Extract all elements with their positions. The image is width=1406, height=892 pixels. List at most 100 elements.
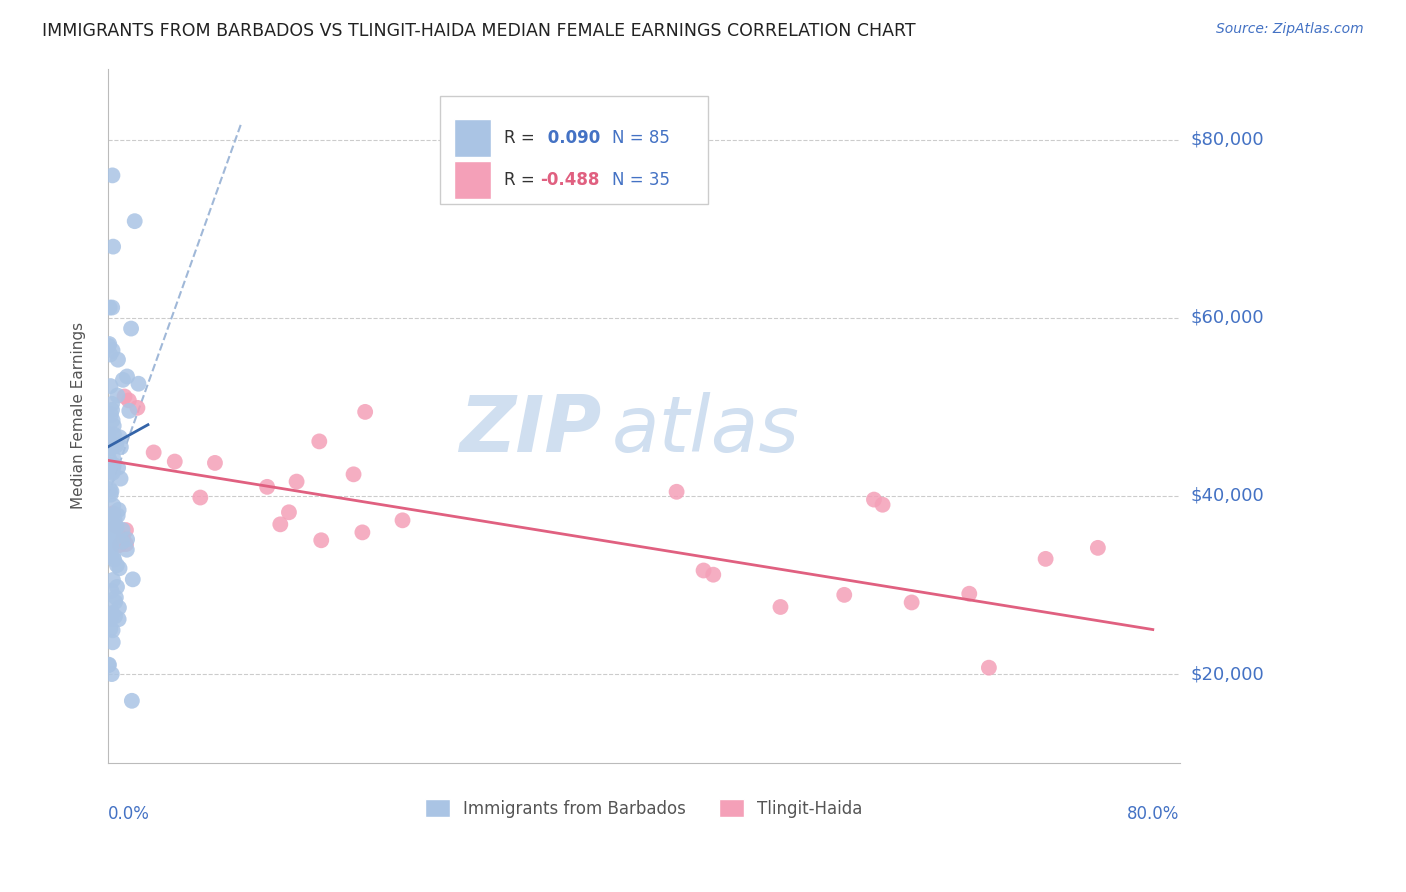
Point: [100, 548, 122, 562]
Text: ZIP: ZIP: [458, 392, 600, 467]
Point: [101, 169, 124, 183]
Point: [115, 537, 138, 551]
Point: [107, 503, 129, 517]
Point: [107, 508, 129, 523]
Point: [111, 523, 134, 537]
Point: [101, 466, 124, 480]
Point: [100, 441, 122, 455]
Point: [98, 544, 121, 558]
Point: [110, 472, 132, 486]
Point: [105, 388, 128, 402]
Point: [97, 657, 120, 672]
Point: [98, 622, 121, 636]
Text: N = 35: N = 35: [612, 170, 669, 188]
Point: [101, 624, 124, 638]
Point: [100, 524, 122, 539]
Point: [163, 454, 186, 468]
Point: [97, 658, 120, 673]
Point: [103, 508, 125, 522]
Point: [98, 301, 121, 315]
Point: [118, 393, 141, 408]
Point: [115, 369, 138, 384]
Point: [98, 520, 121, 534]
Text: R =: R =: [505, 170, 540, 188]
Point: [103, 427, 125, 442]
Point: [100, 488, 122, 502]
Point: [98, 347, 121, 361]
FancyBboxPatch shape: [440, 96, 709, 204]
Point: [97, 469, 120, 483]
Point: [352, 525, 374, 540]
Point: [391, 513, 413, 527]
Point: [957, 587, 980, 601]
Point: [107, 460, 129, 475]
Point: [100, 408, 122, 422]
Point: [115, 533, 138, 547]
Point: [104, 591, 127, 605]
Text: R =: R =: [505, 129, 540, 147]
Point: [103, 524, 125, 538]
Point: [769, 599, 792, 614]
Text: 0.090: 0.090: [541, 129, 600, 147]
FancyBboxPatch shape: [454, 119, 492, 157]
Point: [103, 552, 125, 566]
Text: 80.0%: 80.0%: [1128, 805, 1180, 822]
Point: [121, 694, 143, 708]
Point: [900, 595, 922, 609]
Point: [127, 401, 149, 415]
Point: [107, 612, 129, 626]
Point: [342, 467, 364, 482]
Point: [101, 635, 124, 649]
Point: [101, 667, 124, 681]
Point: [103, 506, 125, 520]
Point: [100, 484, 122, 499]
Point: [103, 499, 125, 513]
Point: [103, 418, 125, 433]
Point: [112, 532, 135, 546]
Point: [108, 538, 131, 552]
Point: [107, 352, 129, 367]
Point: [101, 606, 124, 620]
Text: 0.0%: 0.0%: [108, 805, 149, 822]
Text: $40,000: $40,000: [1191, 487, 1264, 505]
Point: [204, 456, 226, 470]
Text: N = 85: N = 85: [612, 129, 669, 147]
Point: [105, 520, 128, 534]
Point: [285, 475, 308, 489]
Point: [98, 337, 121, 351]
Text: $20,000: $20,000: [1191, 665, 1264, 683]
Point: [100, 540, 122, 554]
Point: [101, 301, 124, 315]
Point: [108, 600, 131, 615]
FancyBboxPatch shape: [454, 161, 492, 199]
Point: [101, 533, 124, 547]
Point: [97, 451, 120, 466]
Point: [101, 413, 124, 427]
Point: [354, 405, 377, 419]
Point: [104, 609, 127, 624]
Text: IMMIGRANTS FROM BARBADOS VS TLINGIT-HAIDA MEDIAN FEMALE EARNINGS CORRELATION CHA: IMMIGRANTS FROM BARBADOS VS TLINGIT-HAID…: [42, 22, 915, 40]
Point: [269, 517, 291, 532]
Point: [309, 533, 332, 548]
Point: [101, 573, 124, 587]
Point: [104, 595, 127, 609]
Point: [1087, 541, 1109, 555]
Point: [100, 541, 122, 556]
Point: [702, 567, 724, 582]
Text: atlas: atlas: [612, 392, 800, 467]
Point: [101, 402, 124, 417]
Point: [108, 561, 131, 575]
Text: Source: ZipAtlas.com: Source: ZipAtlas.com: [1216, 22, 1364, 37]
Point: [103, 458, 125, 472]
Point: [111, 534, 134, 549]
Point: [118, 404, 141, 418]
Point: [665, 484, 688, 499]
Legend: Immigrants from Barbados, Tlingit-Haida: Immigrants from Barbados, Tlingit-Haida: [418, 793, 869, 824]
Point: [97, 427, 120, 442]
Text: $60,000: $60,000: [1191, 309, 1264, 326]
Point: [108, 430, 131, 444]
Point: [97, 434, 120, 448]
Point: [832, 588, 855, 602]
Point: [256, 480, 278, 494]
Point: [120, 321, 142, 335]
